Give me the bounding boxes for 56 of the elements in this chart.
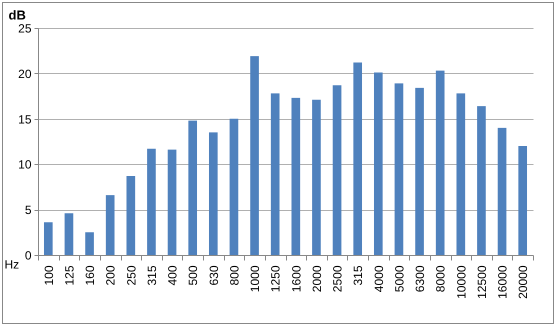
y-tick-label: 20 (18, 66, 32, 81)
bar (394, 83, 404, 255)
bar (353, 62, 362, 255)
x-tick-label: 2000 (310, 265, 324, 292)
x-tick-label: 5000 (392, 265, 406, 292)
x-tick-label: 100 (42, 265, 56, 286)
bar (147, 148, 156, 255)
x-tick-label: 8000 (434, 265, 448, 292)
x-tick-label: 200 (104, 265, 118, 286)
bar (126, 176, 136, 255)
bar (332, 85, 342, 255)
y-tick-label: 15 (18, 112, 32, 126)
y-tick-label: 0 (24, 248, 32, 262)
x-tick-label: 6300 (413, 265, 428, 292)
y-tick-label: 25 (18, 22, 32, 36)
x-tick-label: 2500 (330, 265, 345, 292)
x-tick-label: 315 (351, 265, 366, 286)
bar (498, 128, 506, 255)
x-tick-label: 400 (166, 265, 180, 286)
bar (85, 232, 94, 255)
bar (270, 93, 280, 255)
bar (312, 100, 321, 255)
bar (230, 118, 238, 255)
x-tick-label: 500 (186, 265, 200, 286)
bar (106, 195, 115, 255)
bar (208, 132, 218, 255)
x-tick-label: 250 (124, 265, 138, 286)
bar (415, 88, 424, 255)
bar (168, 150, 176, 255)
bar (518, 146, 528, 255)
bar (64, 213, 74, 255)
x-tick-label: 800 (227, 265, 242, 286)
x-tick-label: 16000 (496, 265, 510, 299)
bar (291, 98, 300, 255)
x-tick-label: 1250 (268, 265, 283, 292)
x-tick-label: 125 (62, 265, 76, 286)
x-tick-label: 20000 (516, 265, 530, 299)
x-tick-label: 160 (83, 265, 98, 286)
x-tick-label: 10000 (454, 265, 468, 299)
bar (436, 70, 445, 255)
bar (477, 106, 486, 255)
bar (374, 72, 383, 255)
x-tick-label: 4000 (372, 265, 386, 292)
bar (44, 222, 53, 255)
x-tick-label: 1000 (248, 265, 262, 292)
x-tick-label: 630 (206, 265, 221, 286)
x-axis-title: Hz (4, 258, 20, 272)
x-tick-label: 12500 (474, 265, 489, 299)
bar (188, 120, 198, 255)
x-tick-label: 315 (144, 265, 159, 286)
y-tick-label: 10 (18, 158, 32, 172)
y-tick-label: 5 (24, 203, 32, 218)
bar (456, 93, 466, 255)
x-tick-label: 1600 (289, 265, 304, 292)
bar (250, 56, 259, 255)
y-axis-title: dB (8, 8, 26, 22)
